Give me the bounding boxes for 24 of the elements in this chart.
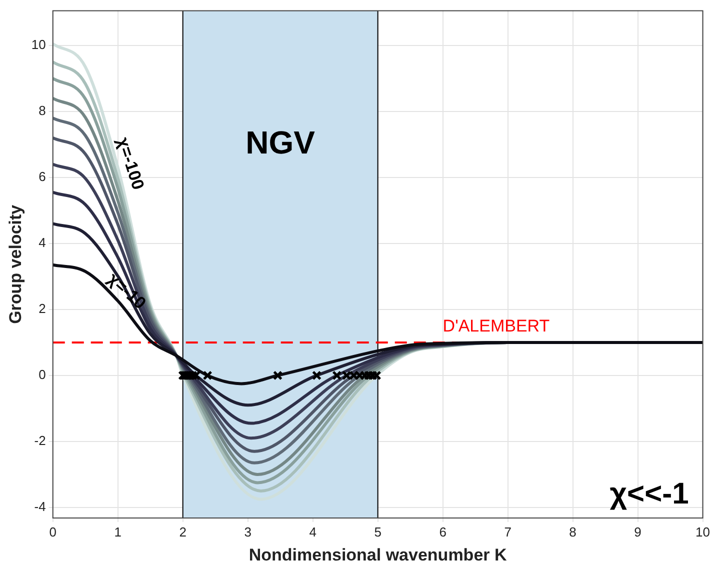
x-tick-label: 4 xyxy=(309,524,316,540)
y-tick-label: -2 xyxy=(34,433,46,448)
y-tick-label: 10 xyxy=(31,37,46,52)
y-tick-label: 0 xyxy=(38,367,46,382)
x-tick-label: 0 xyxy=(49,524,56,540)
y-tick-label: 2 xyxy=(38,301,46,316)
x-tick-label: 8 xyxy=(569,524,576,540)
x-tick-label: 7 xyxy=(504,524,512,540)
annotation: χ<<-1 xyxy=(610,477,689,510)
x-tick-label: 5 xyxy=(374,524,382,540)
x-tick-label: 1 xyxy=(114,524,122,540)
x-tick-label: 3 xyxy=(244,524,252,540)
y-axis-title: Group velocity xyxy=(6,204,25,324)
x-tick-label: 2 xyxy=(179,524,186,540)
y-tick-label: 4 xyxy=(38,235,46,250)
x-axis-title: Nondimensional wavenumber K xyxy=(248,545,508,564)
y-tick-label: 6 xyxy=(38,169,46,184)
ref-line-label: D'ALEMBERT xyxy=(442,316,550,336)
x-tick-label: 6 xyxy=(439,524,446,540)
x-tick-label: 9 xyxy=(634,524,642,540)
band-label: NGV xyxy=(246,124,316,161)
y-tick-label: 8 xyxy=(38,103,46,118)
x-tick-label: 10 xyxy=(696,524,710,540)
y-tick-label: -4 xyxy=(34,499,46,514)
